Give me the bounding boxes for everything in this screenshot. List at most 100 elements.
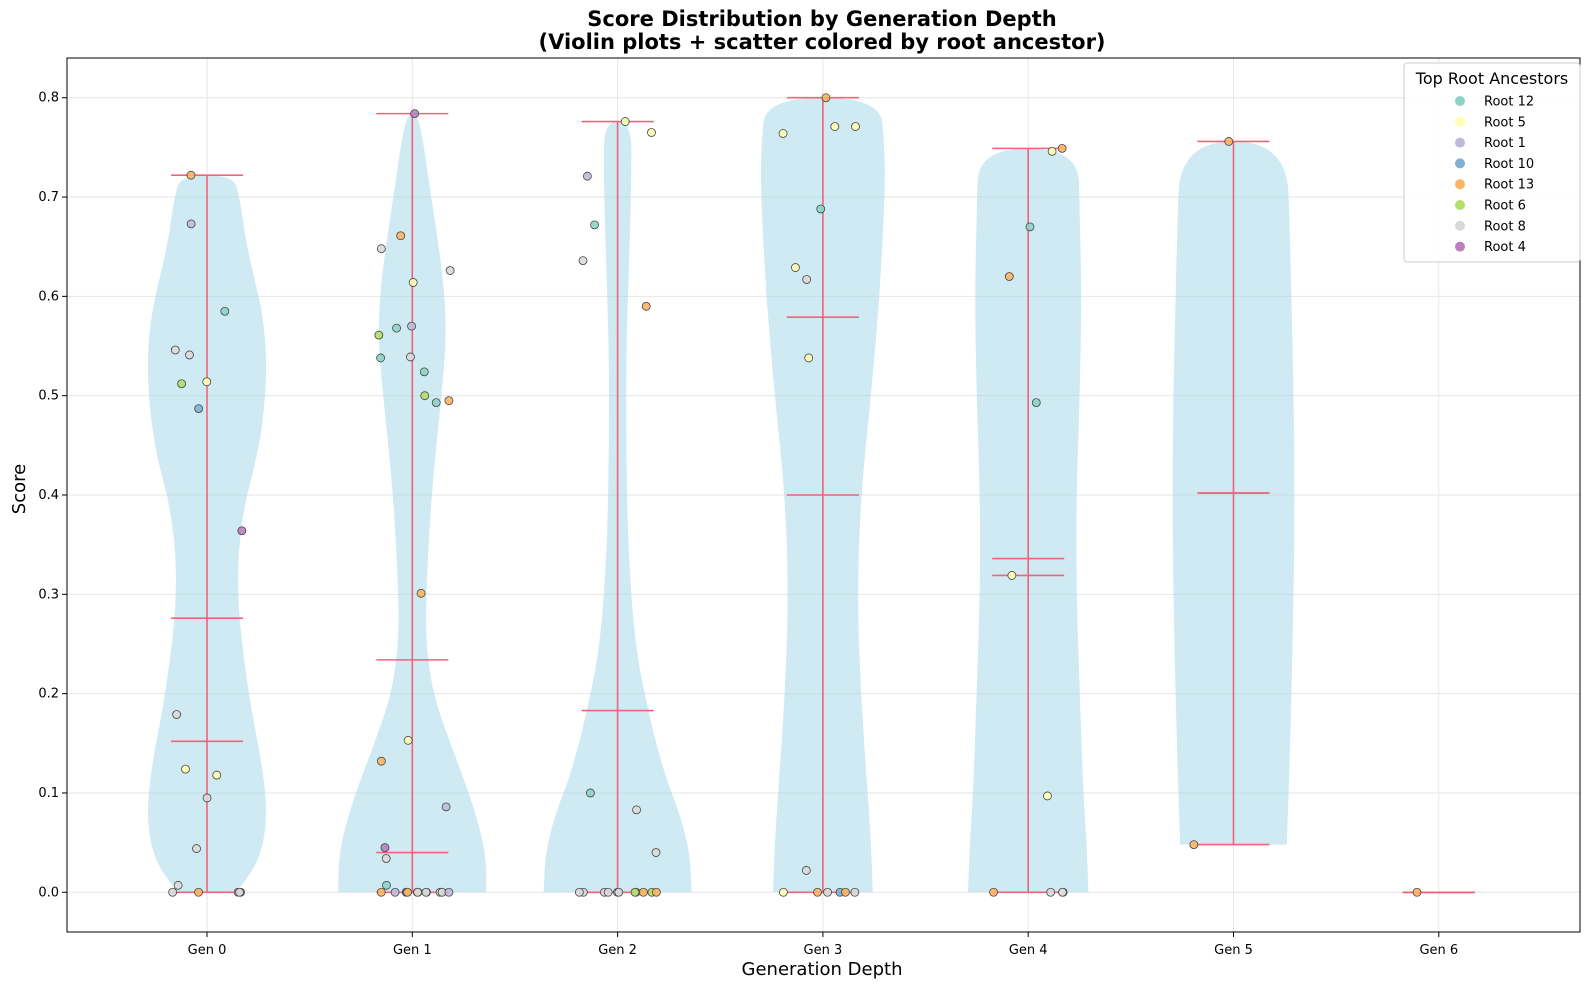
scatter-point [396,231,406,241]
scatter-point [376,244,386,254]
scatter-point [419,367,429,377]
x-axis-label: Generation Depth [742,959,903,980]
scatter-point [220,306,230,316]
scatter-point [410,109,420,119]
legend-entry-label: Root 6 [1484,199,1526,214]
legend-marker [1455,179,1465,190]
scatter-point [186,219,196,229]
scatter-point [403,735,413,745]
scatter-point [791,263,800,272]
legend-marker [1455,137,1465,148]
y-tick-label: 0.2 [38,687,59,702]
scatter-point [830,122,840,131]
scatter-point [841,887,850,897]
x-tick-label: Gen 2 [598,943,637,958]
scatter-point [1046,887,1056,897]
legend-marker [1455,200,1465,210]
scatter-point [586,788,595,798]
scatter-point [392,323,401,333]
x-tick-label: Gen 1 [393,943,432,958]
legend-entry-label: Root 5 [1484,115,1526,130]
scatter-point [1047,146,1057,156]
y-tick-label: 0.7 [38,190,59,205]
scatter-point [1004,272,1014,281]
scatter-point [416,588,426,598]
scatter-point [850,887,860,897]
scatter-point [173,880,183,890]
scatter-point [380,843,390,852]
scatter-point [590,220,599,230]
scatter-point [779,887,788,897]
scatter-point [651,848,661,857]
legend-marker [1455,241,1465,252]
scatter-point [172,710,182,719]
y-tick-label: 0.4 [38,488,59,503]
scatter-point [816,204,826,214]
legend-marker [1455,158,1465,169]
y-tick-label: 0.5 [38,389,59,404]
scatter-point [406,352,415,362]
chart-title-line1: Score Distribution by Generation Depth [587,7,1056,31]
scatter-point [421,887,431,897]
scatter-point [170,345,180,355]
scatter-point [821,93,831,103]
scatter-point [1057,143,1067,153]
legend-entry-label: Root 13 [1484,178,1534,193]
scatter-points [168,93,1422,897]
ticks: 0.0 0.1 0.2 0.3 0.4 0.5 0.6 0.7 0.8 Gen 0 Gen 1 Gen… [38,91,1458,958]
scatter-point [823,887,832,897]
scatter-point [801,866,811,875]
scatter-point [408,278,418,287]
scatter-point [778,129,788,138]
scatter-point [431,398,441,408]
scatter-point [632,805,641,815]
scatter-point [192,844,201,853]
scatter-point [802,275,812,284]
legend-entry-label: Root 12 [1484,95,1534,110]
legend-box [1403,62,1581,263]
scatter-point [374,330,384,340]
scatter-point [652,887,661,897]
x-tick-label: Gen 3 [804,943,843,958]
scatter-point [1058,887,1067,897]
scatter-point [1189,840,1199,849]
scatter-point [194,887,203,897]
scatter-point [420,391,430,401]
legend: Top Root Ancestors Root 12 Root 5 Root 1 Ro… [1403,62,1581,263]
scatter-point [441,802,451,812]
scatter-point [194,404,204,413]
x-tick-label: Gen 4 [1009,943,1048,958]
scatter-point [403,887,412,897]
scatter-point [181,764,190,774]
scatter-point [1224,137,1234,146]
x-tick-label: Gen 0 [188,943,227,958]
scatter-point [407,321,416,331]
y-tick-label: 0.1 [38,786,59,801]
scatter-point [444,887,454,897]
x-tick-label: Gen 5 [1214,943,1253,958]
scatter-point [444,396,454,406]
scatter-point [376,756,386,766]
scatter-point [235,887,244,897]
y-axis-label: Score [9,464,30,514]
scatter-point [574,887,584,897]
scatter-point [582,171,592,181]
scatter-point [202,793,212,803]
scatter-point [1031,398,1041,408]
scatter-point [804,353,814,363]
scatter-point [851,122,860,131]
scatter-point [614,887,624,897]
scatter-point [237,526,247,536]
scatter-point [185,350,194,360]
legend-entry-label: Root 10 [1484,157,1534,172]
scatter-point [186,170,196,180]
scatter-point [578,256,588,266]
scatter-point [376,887,386,897]
scatter-point [647,128,656,137]
scatter-point [603,887,613,897]
scatter-point [212,770,222,780]
scatter-point [813,887,822,897]
scatter-point [641,301,651,311]
legend-entry-label: Root 4 [1484,240,1526,255]
